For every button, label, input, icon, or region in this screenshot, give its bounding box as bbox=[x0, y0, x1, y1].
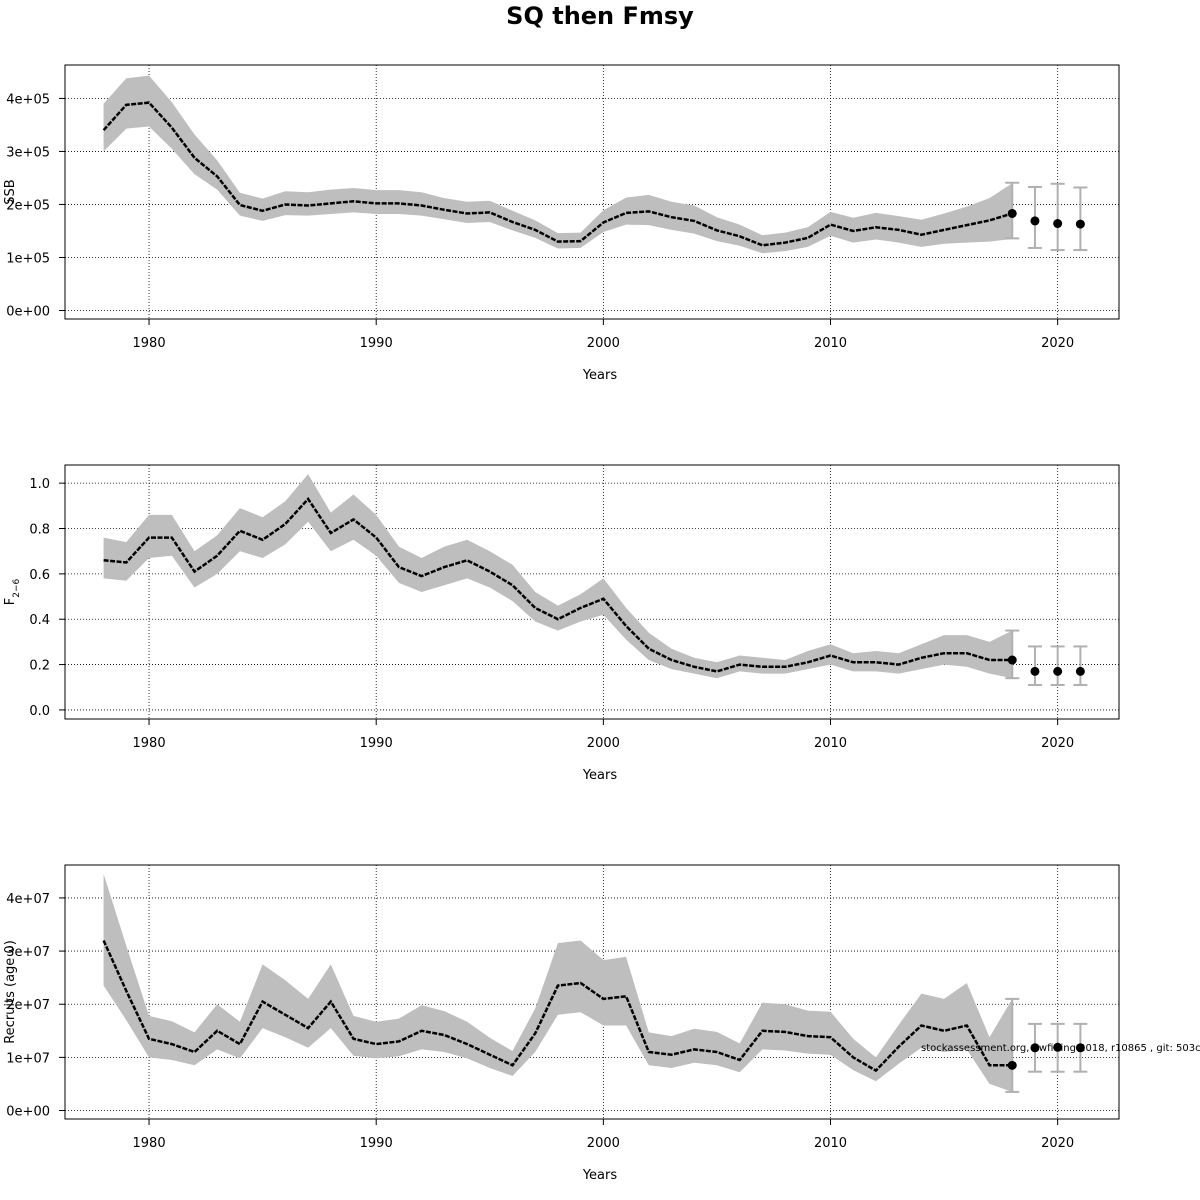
confidence-band bbox=[103, 474, 1013, 679]
projection-point bbox=[1075, 666, 1085, 676]
y-tick-label: 4e+05 bbox=[6, 92, 50, 107]
confidence-band bbox=[103, 75, 1013, 254]
x-tick-label: 1980 bbox=[133, 336, 166, 351]
y-axis-label: F2−6 bbox=[3, 578, 22, 605]
y-tick-label: 4e+07 bbox=[6, 892, 50, 907]
x-tick-label: 1980 bbox=[133, 736, 166, 751]
estimate-line bbox=[103, 496, 1013, 673]
y-axis-label-subscript: 2−6 bbox=[12, 578, 22, 597]
x-axis-label: Years bbox=[582, 368, 618, 383]
projection-point bbox=[1007, 208, 1017, 218]
projection-point bbox=[1007, 655, 1017, 665]
plot-frame bbox=[64, 864, 1120, 1120]
x-tick-label: 2010 bbox=[814, 1136, 847, 1151]
chart-title: SQ then Fmsy bbox=[506, 2, 694, 30]
y-tick-label: 1.0 bbox=[29, 477, 50, 492]
x-axis-label: Years bbox=[582, 1168, 618, 1183]
x-tick-label: 2020 bbox=[1041, 336, 1074, 351]
x-tick-label: 1990 bbox=[360, 1136, 393, 1151]
projection-point bbox=[1007, 1060, 1017, 1070]
x-tick-label: 1990 bbox=[360, 736, 393, 751]
y-tick-label: 0.2 bbox=[29, 659, 50, 674]
y-tick-label: 2e+07 bbox=[6, 998, 50, 1013]
x-tick-label: 1980 bbox=[133, 1136, 166, 1151]
x-tick-label: 1990 bbox=[360, 336, 393, 351]
x-tick-label: 2020 bbox=[1041, 736, 1074, 751]
projection-point bbox=[1053, 1042, 1063, 1052]
projection-point bbox=[1030, 216, 1040, 226]
y-tick-label: 0.8 bbox=[29, 523, 50, 538]
y-tick-label: 0e+00 bbox=[6, 1104, 50, 1119]
estimate-line bbox=[102, 939, 1013, 1073]
y-tick-label: 0.4 bbox=[29, 613, 50, 628]
x-tick-label: 2000 bbox=[587, 336, 620, 351]
y-tick-label: 0.6 bbox=[29, 568, 50, 583]
x-axis-label: Years bbox=[582, 768, 618, 783]
footnote: stockassessment.org, Swfi ting 2018, r10… bbox=[921, 1043, 1200, 1054]
projection-point bbox=[1053, 219, 1063, 229]
x-tick-label: 2010 bbox=[814, 736, 847, 751]
plot-frame bbox=[64, 64, 1120, 320]
y-tick-label: 0e+00 bbox=[6, 305, 50, 320]
panel-3: 1980 1990 2000 2010 2020 0e+00 1e+07 2e+07 3e+07… bbox=[3, 864, 1120, 1183]
projection-point bbox=[1030, 666, 1040, 676]
plot-frame bbox=[64, 464, 1120, 720]
y-tick-label: 0.0 bbox=[29, 704, 50, 719]
estimate-line bbox=[102, 101, 1013, 247]
y-tick-label: 2e+05 bbox=[6, 198, 50, 213]
x-tick-label: 2020 bbox=[1041, 1136, 1074, 1151]
projection-point bbox=[1053, 666, 1063, 676]
y-tick-label: 1e+05 bbox=[6, 251, 50, 266]
y-tick-label: 3e+07 bbox=[6, 945, 50, 960]
projection-point bbox=[1030, 1043, 1040, 1053]
confidence-band bbox=[103, 874, 1013, 1092]
y-tick-label: 1e+07 bbox=[6, 1051, 50, 1066]
y-tick-label: 3e+05 bbox=[6, 145, 50, 160]
x-tick-label: 2010 bbox=[814, 336, 847, 351]
projection-point bbox=[1075, 219, 1085, 229]
panel-2: 1980 1990 2000 2010 2020 0.0 0.2 0.4 0.6 0.8 1.0 Ye… bbox=[3, 464, 1120, 783]
panel-1: 1980 1990 2000 2010 2020 0e+00 1e+05 2e+05 3e+05… bbox=[3, 64, 1120, 383]
x-tick-label: 2000 bbox=[587, 736, 620, 751]
projection-point bbox=[1075, 1043, 1085, 1053]
x-tick-label: 2000 bbox=[587, 1136, 620, 1151]
y-axis-label: SSB bbox=[3, 179, 18, 204]
panels: 1980 1990 2000 2010 2020 0e+00 1e+05 2e+05 3e+05… bbox=[3, 64, 1120, 1183]
y-axis-label: Recruits (age 0) bbox=[3, 940, 18, 1044]
